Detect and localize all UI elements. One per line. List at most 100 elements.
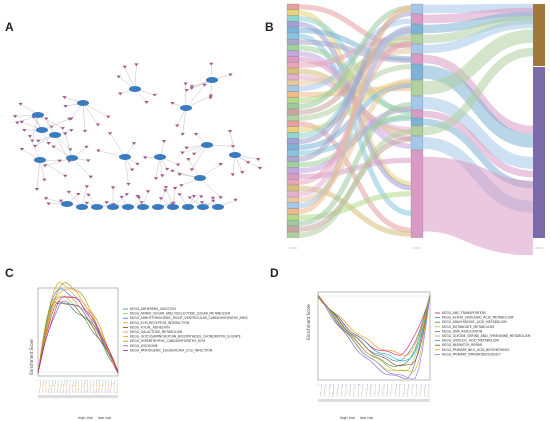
network-leaf-node bbox=[42, 164, 48, 168]
sankey-left-node bbox=[286, 144, 300, 150]
network-leaf-node bbox=[199, 201, 205, 205]
network-leaf-node bbox=[27, 135, 33, 138]
network-leaf-node bbox=[183, 82, 188, 86]
network-leaf-node bbox=[69, 117, 74, 121]
gsea-plot-d: Enrichment Score high risk low risk KEGG… bbox=[306, 291, 531, 420]
network-leaf-node bbox=[218, 196, 223, 200]
plot-frame bbox=[317, 291, 431, 381]
network-leaf-node bbox=[164, 167, 170, 171]
network-hub-node bbox=[206, 77, 218, 83]
network-leaf-node bbox=[163, 189, 168, 193]
enrichment-curve bbox=[37, 288, 119, 374]
network-leaf-node bbox=[135, 162, 140, 166]
sankey-link bbox=[422, 65, 534, 148]
network-leaf-node bbox=[142, 156, 148, 160]
sankey-right-node bbox=[533, 67, 545, 238]
sankey-middle-node bbox=[410, 53, 424, 64]
network-leaf-node bbox=[57, 159, 62, 163]
sankey-left-node bbox=[286, 138, 300, 145]
sankey-link bbox=[298, 5, 412, 110]
enrichment-curve bbox=[37, 301, 119, 373]
enrichment-curve bbox=[37, 300, 119, 374]
panel-label-c: C bbox=[5, 266, 14, 280]
network-leaf-node bbox=[189, 85, 195, 89]
network-hub-node bbox=[212, 204, 224, 210]
sankey-left-node bbox=[286, 179, 300, 186]
network-leaf-node bbox=[82, 129, 88, 133]
enrichment-curve bbox=[317, 294, 431, 356]
sankey-left-node bbox=[286, 214, 300, 221]
network-leaf-node bbox=[175, 163, 181, 167]
network-leaf-node bbox=[134, 63, 139, 67]
network-edge bbox=[29, 136, 41, 161]
network-leaf-node bbox=[233, 198, 238, 202]
network-hub-node bbox=[107, 204, 119, 210]
network-leaf-node bbox=[30, 139, 35, 143]
sankey-link bbox=[298, 129, 412, 238]
network-leaf-node bbox=[126, 182, 131, 186]
network-leaf-node bbox=[158, 197, 164, 200]
network-diagram bbox=[12, 62, 263, 210]
enrichment-curve bbox=[37, 288, 119, 372]
network-leaf-node bbox=[36, 139, 41, 143]
network-leaf-node bbox=[227, 130, 233, 133]
legend-entry: KEGG_HYPERTROPHIC_CARDIOMYOPATHY_HCM bbox=[130, 339, 205, 343]
sankey-left-node bbox=[286, 33, 300, 39]
network-leaf-node bbox=[191, 152, 197, 156]
network-hub-node bbox=[76, 204, 88, 210]
sankey-link bbox=[422, 110, 534, 178]
legend-entry: KEGG_ARACHIDONIC_ACID_METABOLISM bbox=[442, 320, 507, 324]
sankey-left-node bbox=[286, 109, 300, 115]
sankey-left-node bbox=[286, 220, 300, 226]
network-leaf-node bbox=[230, 173, 235, 177]
network-leaf-node bbox=[46, 142, 51, 145]
sankey-middle-node bbox=[410, 79, 424, 96]
network-leaf-node bbox=[34, 187, 40, 191]
network-leaf-node bbox=[184, 89, 189, 92]
network-hub-node bbox=[36, 127, 48, 133]
sankey-left-node bbox=[286, 103, 300, 109]
network-leaf-node bbox=[88, 175, 94, 179]
enrichment-curve bbox=[317, 295, 431, 380]
network-leaf-node bbox=[86, 193, 91, 197]
network-leaf-node bbox=[118, 92, 123, 96]
legend-entry: KEGG_PRIMARY_BILE_ACID_BIOSYNTHESIS bbox=[442, 348, 509, 352]
network-edge bbox=[109, 133, 126, 158]
network-leaf-node bbox=[218, 163, 223, 166]
sankey-left-node bbox=[286, 68, 300, 74]
network-edge bbox=[229, 131, 236, 156]
network-leaf-node bbox=[96, 149, 101, 153]
network-leaf-node bbox=[129, 168, 135, 172]
panel-label-b: B bbox=[265, 20, 274, 34]
sankey-left-node bbox=[286, 44, 300, 51]
sankey-link bbox=[422, 29, 534, 95]
sankey-left-node bbox=[286, 97, 300, 104]
network-leaf-node bbox=[51, 145, 56, 149]
sankey-left-node bbox=[286, 150, 300, 156]
legend-entry: KEGG_LINOLEIC_ACID_METABOLISM bbox=[442, 339, 499, 343]
legend-entry: KEGG_GLYCOSAMINOGLYCAN_BIOSYNTHESIS_CHON… bbox=[130, 335, 241, 339]
network-leaf-node bbox=[172, 187, 178, 190]
sankey-left-node bbox=[286, 156, 300, 162]
network-leaf-node bbox=[193, 132, 199, 136]
enrichment-curve bbox=[37, 295, 119, 374]
network-leaf-node bbox=[208, 94, 214, 98]
sankey-left-node bbox=[286, 9, 300, 16]
sankey-left-node bbox=[286, 115, 300, 121]
network-leaf-node bbox=[22, 128, 27, 132]
plot-frame bbox=[37, 287, 119, 377]
network-leaf-node bbox=[187, 196, 193, 200]
network-leaf-node bbox=[199, 195, 204, 199]
legend-entry: KEGG_BUTANOATE_METABOLISM bbox=[442, 325, 494, 329]
network-edge bbox=[199, 177, 221, 198]
network-edge bbox=[82, 102, 86, 132]
sankey-middle-node bbox=[410, 63, 424, 80]
network-hub-node bbox=[32, 112, 44, 118]
network-leaf-node bbox=[210, 196, 216, 200]
panel-label-d: D bbox=[270, 266, 279, 280]
sankey-left-node bbox=[286, 79, 300, 86]
network-leaf-node bbox=[136, 196, 142, 200]
network-leaf-node bbox=[180, 132, 185, 136]
sankey-left-node bbox=[286, 202, 300, 209]
sankey-left-node bbox=[286, 208, 300, 215]
